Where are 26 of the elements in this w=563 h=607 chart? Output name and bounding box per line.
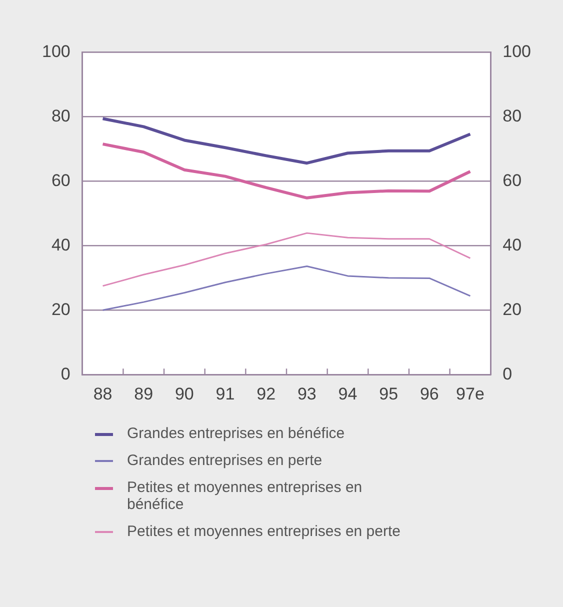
legend-label: Grandes entreprises en perte: [127, 452, 322, 469]
legend-label: Petites et moyennes entreprises en perte: [127, 523, 400, 540]
y2-tick-label: 40: [502, 235, 522, 254]
x-tick-label: 93: [297, 384, 316, 404]
x-tick-label: 88: [93, 384, 112, 404]
y-tick-label: 40: [51, 235, 70, 254]
x-tick-label: 96: [420, 384, 439, 404]
x-tick-label: 91: [216, 384, 235, 404]
y2-tick-label: 0: [502, 364, 512, 384]
x-tick-label: 90: [174, 384, 194, 404]
y-tick-label: 80: [51, 106, 70, 126]
y2-tick-label: 20: [502, 300, 522, 319]
x-tick-label: 97e: [456, 384, 484, 404]
legend-label: Grandes entreprises en bénéfice: [127, 425, 345, 442]
y-tick-label: 60: [51, 170, 70, 190]
y-tick-label: 100: [42, 42, 70, 61]
y-tick-label: 20: [51, 300, 70, 319]
x-tick-label: 94: [338, 384, 358, 404]
y2-tick-label: 100: [502, 42, 532, 61]
x-tick-label: 89: [134, 384, 154, 404]
x-tick-label: 92: [256, 384, 276, 404]
y2-tick-label: 80: [502, 106, 522, 126]
y-tick-label: 0: [60, 364, 70, 384]
x-tick-label: 95: [379, 384, 398, 404]
y2-tick-label: 60: [502, 170, 522, 190]
legend-label: Petites et moyennes entreprises en bénéfice: [127, 479, 364, 513]
